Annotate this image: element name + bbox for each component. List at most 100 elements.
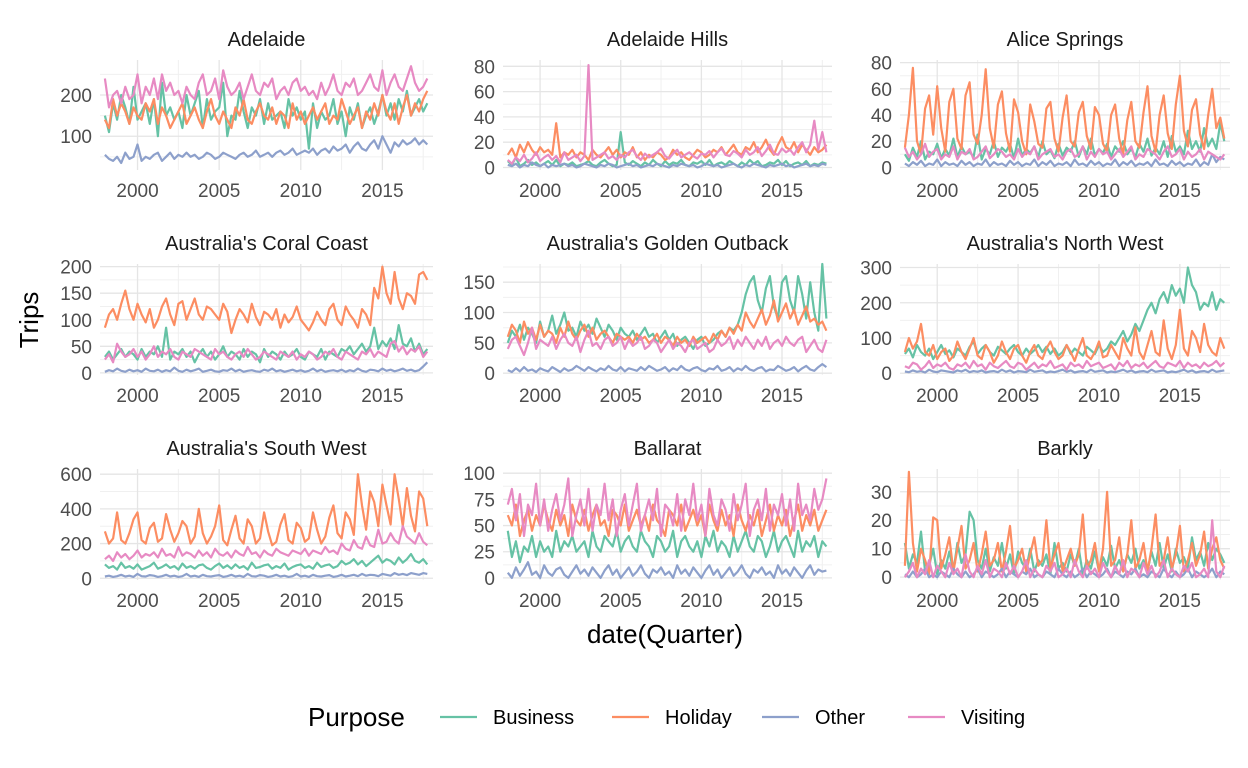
x-tick-label: 2010 bbox=[680, 181, 722, 202]
x-tick-label: 2010 bbox=[280, 181, 322, 202]
x-axis-label: date(Quarter) bbox=[587, 619, 743, 649]
series-line-visiting bbox=[904, 359, 1226, 371]
legend-label: Holiday bbox=[665, 707, 732, 729]
x-tick-label: 2005 bbox=[997, 386, 1039, 407]
y-tick-label: 40 bbox=[871, 106, 892, 127]
y-tick-label: 50 bbox=[71, 337, 92, 358]
y-tick-label: 20 bbox=[474, 133, 495, 154]
y-tick-label: 200 bbox=[60, 258, 92, 279]
series-line-holiday bbox=[103, 90, 429, 130]
facet-title: Barkly bbox=[1037, 438, 1093, 460]
series-line-visiting bbox=[506, 477, 828, 538]
series-line-holiday bbox=[903, 308, 1226, 364]
y-tick-label: 0 bbox=[81, 364, 92, 385]
x-tick-label: 2005 bbox=[600, 591, 642, 612]
y-tick-label: 10 bbox=[871, 540, 892, 561]
series-line-business bbox=[506, 262, 828, 350]
y-tick-label: 0 bbox=[81, 569, 92, 590]
y-tick-label: 0 bbox=[484, 569, 495, 590]
series-line-other bbox=[904, 567, 1225, 579]
series-line-business bbox=[507, 131, 827, 168]
series-line-holiday bbox=[506, 299, 828, 347]
series-line-visiting bbox=[104, 339, 429, 364]
series-line-other bbox=[104, 135, 429, 165]
legend-title: Purpose bbox=[308, 702, 405, 732]
y-tick-label: 100 bbox=[860, 329, 892, 350]
x-tick-label: 2005 bbox=[198, 181, 240, 202]
y-tick-label: 60 bbox=[871, 80, 892, 101]
series-line-business bbox=[903, 121, 1226, 162]
legend-label: Visiting bbox=[961, 707, 1025, 729]
y-tick-label: 100 bbox=[463, 304, 495, 325]
y-tick-label: 80 bbox=[871, 54, 892, 75]
y-tick-label: 50 bbox=[474, 517, 495, 538]
x-tick-label: 2010 bbox=[280, 591, 322, 612]
y-tick-label: 100 bbox=[60, 311, 92, 332]
y-tick-label: 20 bbox=[871, 511, 892, 532]
series-line-holiday bbox=[103, 473, 429, 547]
legend: Purpose Business Holiday Other Visiting bbox=[308, 702, 1025, 732]
x-tick-label: 2000 bbox=[519, 181, 561, 202]
y-tick-label: 50 bbox=[474, 334, 495, 355]
x-tick-label: 2005 bbox=[198, 386, 240, 407]
x-tick-label: 2000 bbox=[116, 181, 158, 202]
y-tick-label: 200 bbox=[60, 535, 92, 556]
x-tick-label: 2000 bbox=[116, 591, 158, 612]
y-tick-label: 300 bbox=[860, 259, 892, 280]
facet-title: Australia's North West bbox=[967, 233, 1164, 255]
y-tick-label: 60 bbox=[474, 83, 495, 104]
x-tick-label: 2000 bbox=[519, 386, 561, 407]
x-tick-label: 2015 bbox=[761, 386, 803, 407]
y-tick-label: 40 bbox=[474, 108, 495, 129]
series-line-other bbox=[104, 571, 428, 579]
y-tick-label: 200 bbox=[860, 294, 892, 315]
y-tick-label: 150 bbox=[463, 273, 495, 294]
x-tick-label: 2000 bbox=[916, 181, 958, 202]
facet-panel: Adelaide Hills 0 20 40 60 80 2000 2005 2010 2015 bbox=[474, 29, 832, 202]
facet-title: Adelaide bbox=[228, 29, 306, 51]
series-line-holiday bbox=[506, 503, 828, 538]
x-tick-label: 2010 bbox=[680, 386, 722, 407]
y-tick-label: 0 bbox=[484, 364, 495, 385]
y-tick-label: 0 bbox=[881, 568, 892, 589]
series-line-business bbox=[104, 552, 429, 571]
y-tick-label: 80 bbox=[474, 57, 495, 78]
facet-panel: Australia's Golden Outback 0 50 100 150 2000 2… bbox=[463, 233, 832, 407]
series-line-other bbox=[904, 368, 1225, 374]
facet-title: Alice Springs bbox=[1007, 29, 1124, 51]
series-line-visiting bbox=[507, 63, 828, 165]
y-tick-label: 600 bbox=[60, 465, 92, 486]
y-tick-label: 100 bbox=[463, 464, 495, 485]
x-tick-label: 2010 bbox=[1078, 591, 1120, 612]
y-axis-label: Trips bbox=[14, 292, 44, 349]
x-tick-label: 2015 bbox=[361, 181, 403, 202]
series-line-visiting bbox=[903, 519, 1226, 579]
x-tick-label: 2010 bbox=[680, 591, 722, 612]
x-tick-label: 2015 bbox=[761, 591, 803, 612]
x-tick-label: 2000 bbox=[916, 386, 958, 407]
y-tick-label: 0 bbox=[881, 364, 892, 385]
x-tick-label: 2010 bbox=[1078, 386, 1120, 407]
legend-label: Other bbox=[815, 707, 865, 729]
y-tick-label: 30 bbox=[871, 483, 892, 504]
facet-title: Australia's South West bbox=[166, 438, 367, 460]
series-line-other bbox=[507, 161, 827, 169]
y-tick-label: 0 bbox=[881, 158, 892, 179]
x-tick-label: 2005 bbox=[997, 591, 1039, 612]
x-tick-label: 2010 bbox=[1078, 181, 1120, 202]
x-tick-label: 2015 bbox=[361, 386, 403, 407]
x-tick-label: 2015 bbox=[1159, 181, 1201, 202]
x-tick-label: 2005 bbox=[600, 181, 642, 202]
facet-panel: Alice Springs 0 20 40 60 80 2000 2005 2010 2015 bbox=[871, 29, 1230, 202]
facet-title: Australia's Coral Coast bbox=[165, 233, 368, 255]
x-tick-label: 2015 bbox=[361, 591, 403, 612]
x-tick-label: 2010 bbox=[280, 386, 322, 407]
series-line-other bbox=[506, 561, 827, 580]
y-tick-label: 20 bbox=[871, 132, 892, 153]
series-line-holiday bbox=[903, 66, 1226, 156]
x-tick-label: 2000 bbox=[116, 386, 158, 407]
facet-panel: Adelaide 100 200 2000 2005 2010 2015 bbox=[60, 29, 433, 202]
series-line-other bbox=[104, 361, 429, 373]
